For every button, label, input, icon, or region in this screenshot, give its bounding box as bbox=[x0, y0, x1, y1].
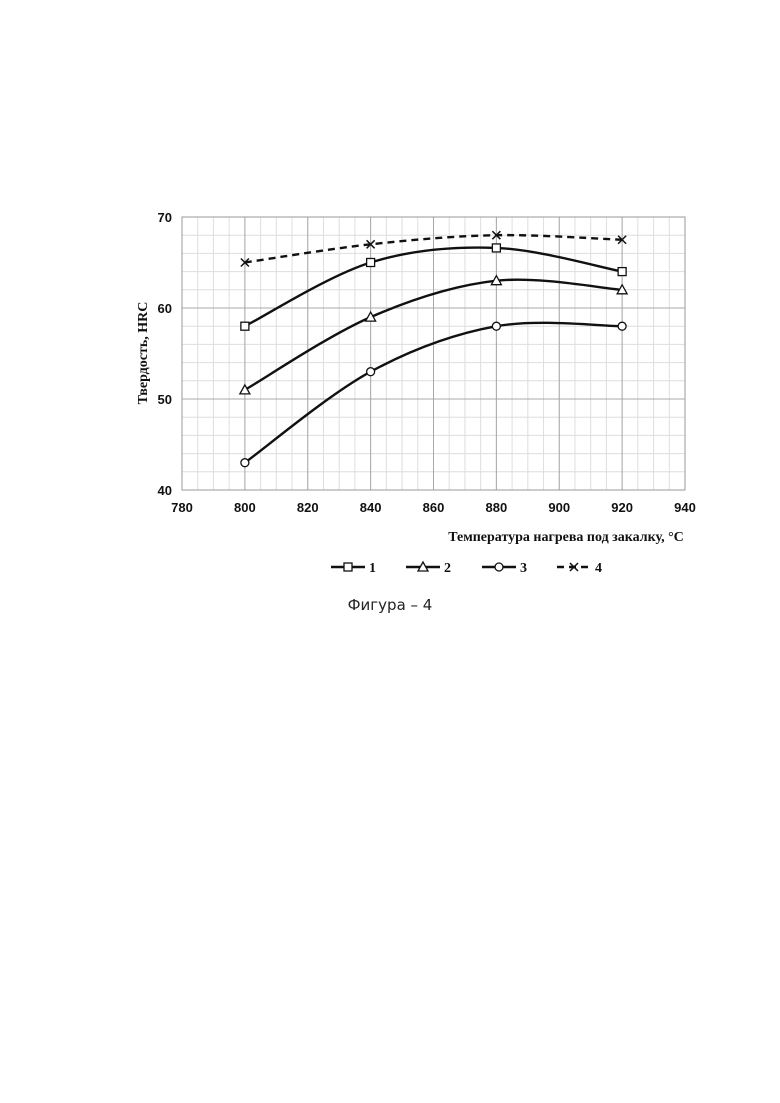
x-tick-label: 860 bbox=[423, 500, 445, 515]
y-tick-label: 40 bbox=[158, 483, 172, 498]
series-3-point bbox=[367, 368, 375, 376]
legend-label-2: 2 bbox=[444, 561, 451, 576]
legend-label-1: 1 bbox=[369, 561, 376, 576]
y-axis-label: Твердость, HRC bbox=[136, 302, 151, 405]
series-1-point bbox=[492, 244, 500, 252]
x-tick-label: 880 bbox=[486, 500, 508, 515]
x-tick-label: 920 bbox=[611, 500, 633, 515]
major-grid bbox=[182, 217, 685, 490]
x-axis-label: Температура нагрева под закалку, °С bbox=[448, 530, 684, 545]
x-tick-label: 840 bbox=[360, 500, 382, 515]
x-tick-labels: 780 800 820 840 860 880 900 920 940 bbox=[171, 500, 696, 515]
y-tick-label: 60 bbox=[158, 301, 172, 316]
x-tick-label: 780 bbox=[171, 500, 193, 515]
series-3-point bbox=[492, 322, 500, 330]
series-2-point bbox=[240, 385, 250, 394]
y-tick-label: 70 bbox=[158, 210, 172, 225]
legend-marker-3 bbox=[495, 563, 503, 571]
legend-marker-1 bbox=[344, 563, 352, 571]
series-1-point bbox=[367, 259, 375, 267]
legend: 1 2 3 4 bbox=[331, 561, 602, 576]
x-tick-label: 820 bbox=[297, 500, 319, 515]
series-1-point bbox=[618, 268, 626, 276]
x-tick-label: 800 bbox=[234, 500, 256, 515]
y-tick-labels: 40 50 60 70 bbox=[158, 210, 172, 498]
legend-label-3: 3 bbox=[520, 561, 527, 576]
series-3-point bbox=[618, 322, 626, 330]
legend-label-4: 4 bbox=[595, 561, 602, 576]
x-tick-label: 900 bbox=[548, 500, 570, 515]
series-1-point bbox=[241, 322, 249, 330]
x-tick-label: 940 bbox=[674, 500, 696, 515]
figure-caption: Фигура – 4 bbox=[0, 596, 780, 614]
series-3-point bbox=[241, 459, 249, 467]
y-tick-label: 50 bbox=[158, 392, 172, 407]
